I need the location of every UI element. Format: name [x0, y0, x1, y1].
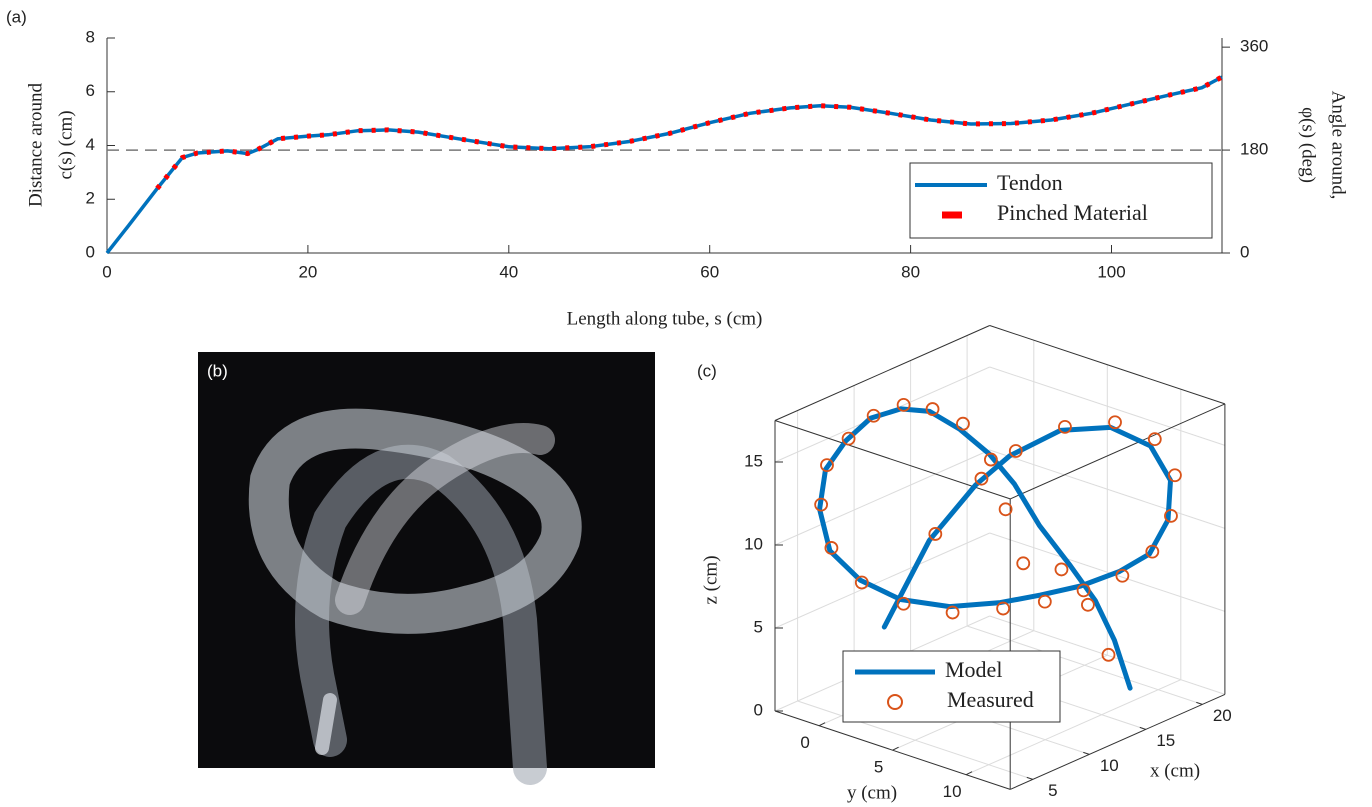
z-tick-label: 0 — [754, 700, 763, 719]
y2-axis-label: Angle around, — [1328, 91, 1349, 200]
measured-point — [1168, 468, 1182, 483]
legend-swatch — [887, 694, 903, 710]
measured-point — [1076, 583, 1091, 598]
measured-point — [896, 397, 911, 412]
box-edge — [774, 325, 990, 421]
x-axis-label: Length along tube, s (cm) — [567, 308, 763, 329]
y-axis-label: Distance around — [25, 83, 46, 207]
tube-illustration — [248, 408, 582, 785]
measured-point — [1054, 562, 1069, 577]
measured-point — [1081, 597, 1095, 612]
y2-axis-label: φ(s) (deg) — [1298, 107, 1319, 183]
legend-label: Model — [945, 657, 1002, 682]
x-axis-label: x (cm) — [1150, 760, 1200, 781]
box-edge — [774, 420, 1011, 500]
panel-label: (c) — [697, 361, 717, 380]
measured-point — [984, 452, 998, 467]
series-line — [105, 75, 1223, 255]
y-tick-label: 6 — [86, 81, 95, 100]
x-tick-label: 40 — [499, 262, 518, 281]
measured-point — [1016, 556, 1031, 571]
x-tick-label: 60 — [700, 262, 719, 281]
grid-line — [774, 532, 990, 629]
y-axis-label: y (cm) — [847, 782, 897, 803]
x-tick-label: 20 — [298, 262, 317, 281]
y-tick-label: 2 — [86, 189, 95, 208]
y-tick — [818, 722, 826, 727]
measured-point — [820, 458, 834, 473]
x-tick — [1196, 701, 1203, 705]
x-tick — [1083, 751, 1090, 755]
measured-point — [928, 527, 943, 541]
box-edge — [1009, 693, 1226, 790]
grid-line — [797, 700, 1033, 780]
photo-panel: (b) — [198, 352, 655, 785]
legend-box — [842, 650, 1061, 723]
y-tick-label: 5 — [874, 758, 883, 777]
measured-point — [896, 596, 911, 611]
measured-point — [974, 471, 989, 486]
measured-point — [1037, 594, 1052, 609]
chart-c: (c) 0 5 10 15 0 5 10 5 10 15 20 z (cm) y (cm) x (cm) Mo… — [697, 325, 1232, 803]
z-tick-label: 5 — [754, 617, 763, 636]
y-tick-label: 0 — [800, 733, 809, 752]
y-tick — [965, 771, 973, 776]
y-tick — [892, 746, 899, 751]
measured-point — [1145, 544, 1160, 559]
grid-line — [774, 449, 990, 546]
x-tick-label: 20 — [1213, 706, 1232, 725]
measured-point — [1147, 432, 1162, 447]
x-tick-label: 0 — [102, 262, 111, 281]
x-tick-label: 15 — [1156, 731, 1175, 750]
model-line — [817, 406, 1173, 691]
measured-point — [998, 502, 1013, 517]
measured-point — [925, 402, 940, 416]
grid-line — [966, 625, 1203, 705]
legend-box — [909, 162, 1213, 239]
y-axis-label: c(s) (cm) — [55, 110, 76, 179]
y-tick-label: 0 — [86, 242, 95, 261]
y-tick-label: 10 — [943, 782, 962, 801]
box-edge — [989, 325, 1226, 405]
measured-point — [824, 541, 839, 555]
z-tick-label: 10 — [744, 534, 763, 553]
x-tick — [1026, 776, 1033, 780]
measured-point — [841, 431, 856, 446]
y-tick-label: 8 — [86, 27, 95, 46]
measured-point — [1058, 419, 1072, 434]
measured-point — [854, 575, 869, 590]
measured-point — [1108, 415, 1122, 430]
x-tick-label: 5 — [1048, 781, 1057, 800]
legend-label: Measured — [947, 687, 1034, 712]
panel-label: (b) — [207, 361, 228, 380]
measured-point — [866, 408, 881, 423]
z-axis-label: z (cm) — [700, 555, 721, 604]
measured-point — [1164, 508, 1178, 523]
measured-point — [1115, 568, 1130, 583]
y2-tick-label: 180 — [1240, 140, 1268, 159]
measured-point — [1101, 647, 1116, 662]
measured-point — [956, 416, 970, 431]
x-tick-label: 100 — [1097, 262, 1125, 281]
measured-point — [814, 497, 829, 512]
x-tick-label: 80 — [901, 262, 920, 281]
measured-point — [1008, 444, 1023, 458]
panel-label: (a) — [6, 7, 27, 26]
y2-tick-label: 0 — [1240, 242, 1249, 261]
y2-tick-label: 360 — [1240, 37, 1268, 56]
box-edge — [1009, 403, 1226, 500]
legend-label: Pinched Material — [997, 200, 1148, 225]
z-tick-label: 15 — [744, 451, 763, 470]
measured-point — [996, 601, 1011, 616]
legend-label: Tendon — [997, 170, 1063, 195]
grid-line — [965, 679, 1182, 776]
x-tick — [1139, 726, 1146, 730]
x-tick-label: 10 — [1100, 756, 1119, 775]
measured-point — [945, 605, 960, 620]
y-tick-label: 4 — [86, 135, 95, 154]
